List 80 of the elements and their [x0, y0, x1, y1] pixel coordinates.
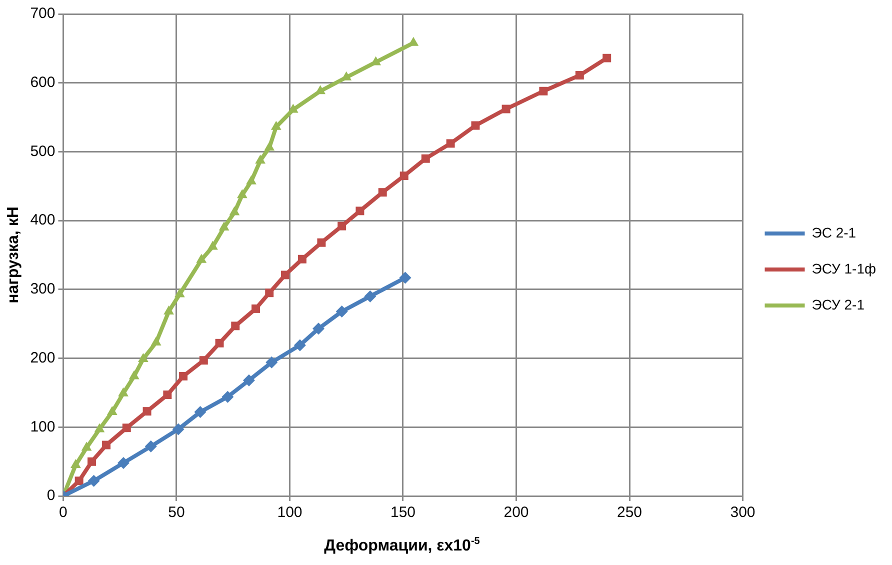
- point: [252, 304, 260, 313]
- point: [144, 440, 157, 452]
- legend-label: ЭСУ 2-1: [812, 296, 865, 312]
- point: [88, 457, 96, 466]
- point: [246, 175, 256, 184]
- x-tick-label: 150: [390, 504, 416, 522]
- point: [106, 406, 118, 415]
- y-tick-label: 200: [30, 349, 56, 366]
- point: [231, 322, 240, 330]
- point: [356, 206, 364, 216]
- point: [336, 305, 348, 318]
- legend-label: ЭСУ 1-1ф: [812, 260, 876, 276]
- point: [280, 270, 290, 280]
- x-axis-title: Деформации, εx10$^{-5}$: [323, 536, 481, 556]
- point: [122, 424, 131, 432]
- point: [502, 104, 510, 114]
- point: [174, 288, 185, 298]
- point: [218, 221, 230, 230]
- y-tick-label: 600: [30, 74, 56, 91]
- point: [194, 406, 206, 418]
- point: [294, 339, 306, 352]
- y-tick-label: 700: [30, 5, 56, 22]
- point: [172, 423, 184, 436]
- point: [117, 456, 130, 469]
- point: [196, 254, 207, 263]
- point: [88, 474, 100, 487]
- point: [265, 288, 274, 298]
- point: [142, 407, 152, 416]
- point: [288, 104, 298, 113]
- point: [378, 188, 387, 197]
- point: [164, 305, 174, 314]
- point: [312, 322, 325, 335]
- point: [81, 442, 92, 451]
- point: [163, 390, 172, 400]
- x-tick-label: 300: [730, 504, 756, 522]
- point: [208, 240, 218, 250]
- x-tick-label: 0: [59, 504, 68, 522]
- y-tick-label: 100: [30, 418, 56, 436]
- point: [242, 374, 255, 386]
- point: [266, 356, 278, 368]
- point: [364, 290, 376, 302]
- point: [264, 142, 275, 151]
- point: [229, 206, 240, 216]
- point: [317, 238, 326, 247]
- point: [338, 222, 346, 230]
- x-tick-label: 250: [616, 504, 642, 522]
- point: [298, 254, 306, 264]
- point: [138, 352, 148, 362]
- legend-label: ЭС 2-1: [812, 224, 856, 240]
- point: [70, 459, 81, 468]
- point: [255, 154, 266, 164]
- point: [236, 189, 248, 198]
- point: [74, 476, 84, 486]
- point: [315, 85, 326, 94]
- point: [471, 121, 480, 130]
- point: [602, 54, 612, 62]
- x-tick-label: 100: [277, 504, 302, 522]
- point: [270, 120, 282, 130]
- y-tick-label: 500: [30, 142, 56, 160]
- y-tick-label: 400: [30, 212, 56, 229]
- point: [575, 71, 584, 80]
- point: [399, 272, 412, 284]
- point: [421, 154, 430, 163]
- point: [199, 356, 208, 365]
- y-axis-title: нагрузка, кН: [5, 206, 22, 304]
- point: [215, 338, 224, 348]
- point: [222, 390, 234, 403]
- point: [118, 387, 128, 396]
- point: [446, 139, 455, 148]
- point: [179, 372, 188, 380]
- y-tick-label: 300: [30, 280, 56, 298]
- point: [94, 423, 105, 432]
- point: [400, 172, 408, 180]
- point: [128, 370, 140, 380]
- point: [102, 440, 111, 450]
- y-tick-label: 0: [46, 487, 56, 504]
- x-tick-label: 200: [504, 504, 529, 522]
- x-tick-label: 50: [168, 504, 185, 522]
- point: [539, 86, 548, 96]
- point: [150, 336, 162, 346]
